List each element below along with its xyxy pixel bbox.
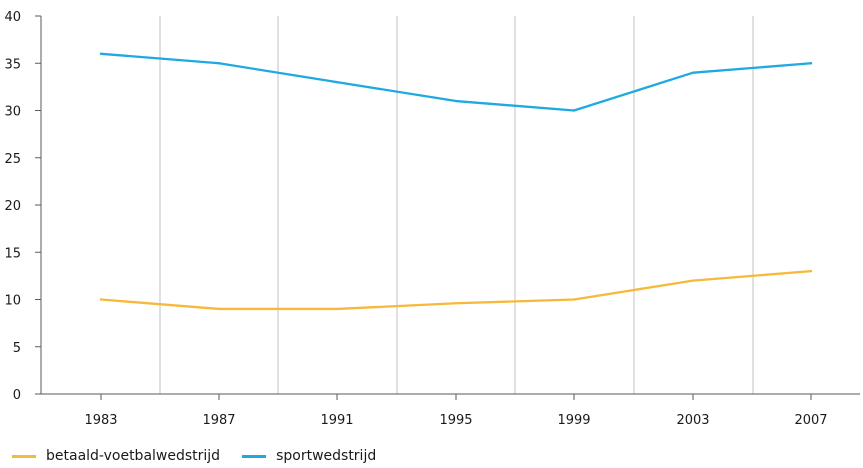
x-tick-label: 1987 bbox=[202, 413, 235, 428]
legend-item-sport: sportwedstrijd bbox=[242, 448, 376, 464]
legend-label-sport: sportwedstrijd bbox=[276, 448, 377, 464]
y-tick-label: 20 bbox=[4, 199, 21, 214]
data-point bbox=[572, 298, 576, 301]
y-tick-labels: 0 5 10 15 20 25 30 35 40 bbox=[4, 10, 21, 403]
x-tick-label: 2003 bbox=[676, 413, 709, 428]
y-tick-label: 35 bbox=[4, 57, 21, 72]
legend-item-betaald: betaald-voetbalwedstrijd bbox=[12, 448, 220, 464]
data-point bbox=[335, 80, 339, 84]
x-tick-label: 2007 bbox=[794, 413, 827, 428]
axes bbox=[35, 15, 860, 400]
legend-swatch-sport bbox=[242, 454, 267, 458]
y-tick-label: 40 bbox=[4, 10, 21, 25]
legend: betaald-voetbalwedstrijd sportwedstrijd bbox=[12, 448, 398, 464]
y-tick-label: 30 bbox=[4, 105, 21, 120]
data-point bbox=[454, 302, 458, 305]
data-point bbox=[217, 62, 221, 65]
x-tick-label: 1983 bbox=[84, 413, 117, 428]
data-point bbox=[99, 52, 103, 55]
legend-swatch-betaald bbox=[12, 454, 36, 458]
x-tick-label: 1999 bbox=[557, 413, 590, 428]
data-point bbox=[691, 71, 695, 74]
data-point bbox=[809, 269, 813, 273]
y-tick-label: 25 bbox=[4, 152, 21, 167]
data-point bbox=[335, 307, 339, 311]
y-tick-label: 5 bbox=[13, 341, 21, 356]
legend-label-betaald: betaald-voetbalwedstrijd bbox=[46, 448, 221, 464]
series bbox=[99, 52, 813, 311]
x-tick-label: 1995 bbox=[439, 413, 472, 428]
y-tick-label: 0 bbox=[13, 388, 21, 403]
y-tick-label: 15 bbox=[4, 246, 21, 261]
data-point bbox=[809, 62, 813, 65]
data-point bbox=[217, 307, 221, 311]
y-tick-label: 10 bbox=[4, 294, 21, 309]
x-tick-label: 1991 bbox=[320, 413, 353, 428]
data-point bbox=[99, 298, 103, 301]
data-point bbox=[691, 279, 695, 282]
data-point bbox=[454, 99, 458, 103]
gridlines bbox=[159, 16, 754, 394]
x-tick-labels: 1983 1987 1991 1995 1999 2003 2007 bbox=[84, 413, 827, 428]
data-point bbox=[572, 109, 576, 112]
